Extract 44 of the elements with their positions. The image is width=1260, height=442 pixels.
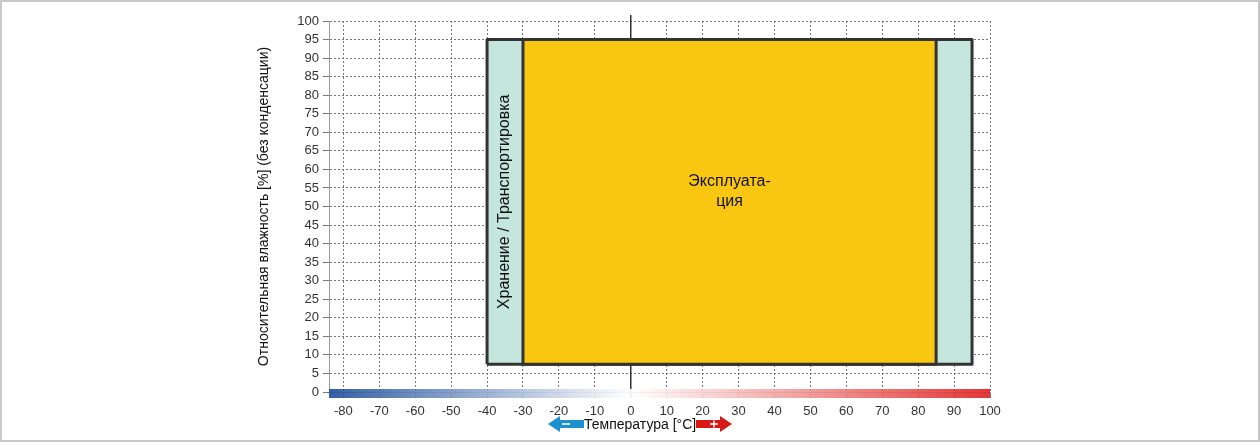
- y-tick-label: 20: [304, 309, 319, 325]
- x-tick-label: 30: [731, 403, 746, 419]
- y-tick-label: 95: [304, 31, 319, 47]
- y-tick-label: 25: [304, 290, 319, 306]
- y-tick-label: 35: [304, 253, 319, 269]
- y-tick-label: 5: [311, 365, 319, 381]
- x-tick-label: 80: [910, 403, 926, 419]
- y-tick-label: 100: [297, 12, 319, 28]
- x-tick-label: -30: [513, 403, 533, 419]
- x-tick-label: -10: [585, 403, 605, 419]
- y-tick-label: 15: [304, 327, 319, 343]
- x-tick-label: -20: [549, 403, 569, 419]
- x-tick-label: -50: [441, 403, 461, 419]
- series-label: Хранение / Транспортировка: [495, 94, 513, 310]
- x-tick-label: 100: [979, 403, 1001, 419]
- x-tick-label: -40: [477, 403, 497, 419]
- y-tick-label: 80: [304, 86, 319, 102]
- y-tick-label: 65: [304, 142, 319, 158]
- x-tick-label: 60: [839, 403, 854, 419]
- y-tick-label: 85: [304, 68, 319, 84]
- y-axis-title: Относительная влажность [%] (без конденсации): [255, 46, 272, 367]
- x-tick-label: 40: [767, 403, 782, 419]
- x-tick-label: 20: [695, 403, 710, 419]
- x-tick-label: -80: [333, 403, 353, 419]
- y-tick-label: 0: [311, 383, 319, 399]
- y-tick-label: 90: [304, 49, 319, 65]
- y-tick-label: 45: [304, 216, 319, 232]
- y-tick-label: 75: [304, 105, 319, 121]
- y-tick-label: 30: [304, 272, 319, 288]
- x-tick-label: 70: [874, 403, 890, 419]
- series-label: Эксплуата- ция: [688, 172, 771, 210]
- y-tick-label: 10: [304, 346, 319, 362]
- y-tick-label: 40: [304, 235, 319, 251]
- x-tick-label: 50: [803, 403, 818, 419]
- x-tick-label: 90: [946, 403, 962, 419]
- x-axis-title: Температура [°C]: [584, 416, 697, 432]
- x-tick-label: -60: [405, 403, 425, 419]
- y-tick-label: 60: [304, 160, 319, 176]
- x-tick-label: -70: [369, 403, 389, 419]
- x-tick-label: 0: [627, 403, 635, 419]
- x-tick-label: 10: [659, 403, 674, 419]
- y-tick-label: 55: [304, 179, 319, 195]
- y-tick-label: 70: [304, 123, 319, 139]
- y-tick-label: 50: [304, 198, 319, 214]
